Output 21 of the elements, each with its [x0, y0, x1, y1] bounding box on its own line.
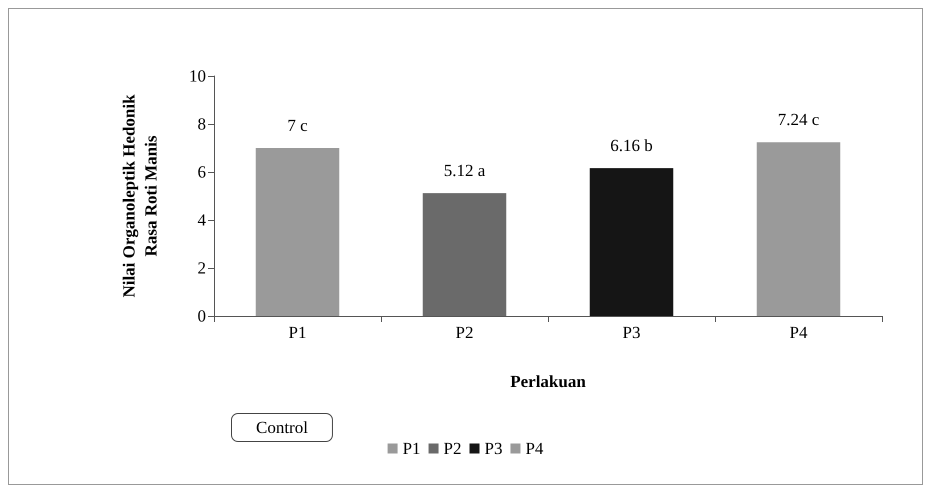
data-label: 5.12 a [444, 161, 486, 180]
x-tick-label: P1 [288, 323, 306, 342]
data-label: 7 c [287, 116, 308, 135]
data-label: 6.16 b [610, 136, 653, 156]
y-tick-label: 4 [198, 210, 206, 230]
x-axis-title: Perlakuan [510, 372, 586, 391]
legend-label: P1 [402, 439, 421, 458]
x-tick-label: P3 [622, 323, 640, 342]
y-tick-label: 10 [189, 66, 206, 86]
y-tick-label: 2 [198, 258, 206, 278]
y-axis-title: Nilai Organoleptik Hedonik Rasa Roti Manis [120, 94, 160, 298]
legend-label: P3 [484, 439, 502, 458]
x-tick-label: P4 [790, 323, 808, 342]
x-tick-label: P2 [456, 323, 474, 342]
y-tick-label: 8 [198, 114, 206, 134]
y-tick-label: 6 [198, 162, 206, 182]
legend-label: P2 [444, 439, 462, 458]
y-tick-label: 0 [198, 306, 206, 326]
data-label: 7.24 c [778, 110, 820, 130]
legend-label: P4 [525, 439, 544, 458]
text: Control [256, 418, 308, 437]
